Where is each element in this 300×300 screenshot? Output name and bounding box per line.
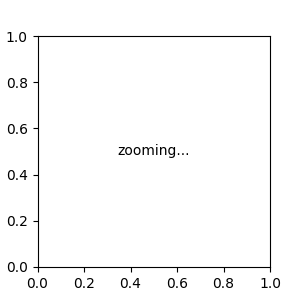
Text: zooming...: zooming... (118, 145, 190, 158)
